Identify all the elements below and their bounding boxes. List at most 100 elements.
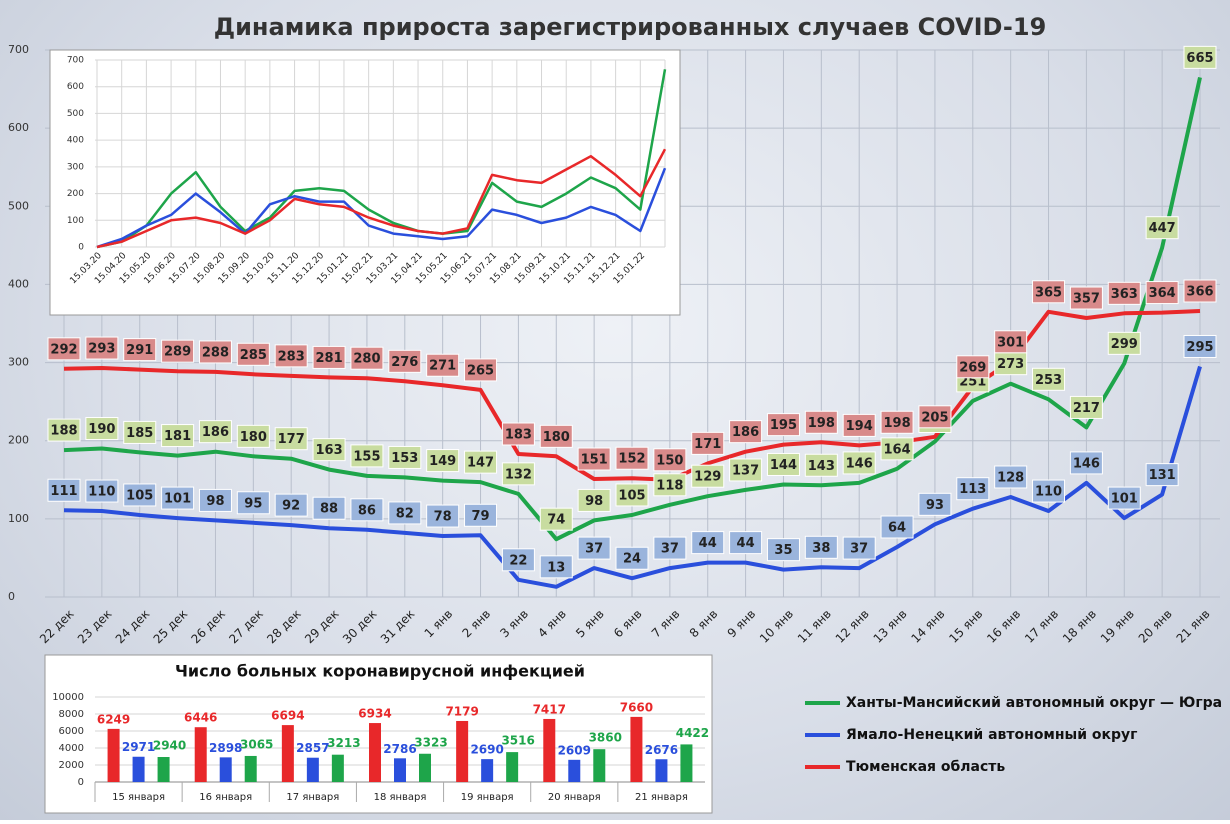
data-label: 185 [126, 426, 153, 441]
bar [419, 753, 431, 782]
data-label: 37 [850, 542, 868, 557]
bar [680, 744, 693, 782]
data-label: 6446 [184, 711, 217, 725]
bar [456, 720, 469, 782]
data-label-box [198, 340, 232, 364]
data-label-box [85, 417, 119, 441]
bar [568, 759, 581, 782]
data-label-box [994, 465, 1028, 489]
data-label: 92 [282, 499, 300, 514]
x-tick-label: 3 янв [497, 607, 531, 641]
bar [630, 716, 643, 782]
data-label-box [350, 444, 384, 468]
data-label: 190 [88, 422, 115, 437]
y-tick-label: 400 [67, 136, 84, 146]
data-label: 143 [808, 459, 835, 474]
data-label: 2609 [558, 743, 591, 757]
data-label-box [804, 410, 838, 434]
data-label: 155 [353, 449, 380, 464]
data-label: 6694 [271, 709, 304, 723]
data-label: 301 [997, 335, 1024, 350]
bar [194, 727, 207, 782]
data-label: 132 [505, 467, 532, 482]
data-label: 183 [505, 427, 532, 442]
data-label-box [198, 420, 232, 444]
data-label: 146 [846, 456, 873, 471]
data-label-box [1183, 279, 1217, 303]
data-label-box [236, 491, 270, 515]
data-label: 144 [770, 458, 797, 473]
data-label: 105 [126, 488, 153, 503]
x-tick-label: 18 января [374, 792, 427, 803]
y-tick-label: 200 [8, 434, 29, 447]
data-label: 152 [618, 452, 645, 467]
data-label: 194 [846, 419, 873, 434]
data-label: 357 [1073, 292, 1100, 307]
data-label: 4422 [676, 726, 709, 740]
x-tick-label: 8 янв [687, 607, 721, 641]
x-tick-label: 11 янв [795, 607, 834, 646]
data-label-box [236, 424, 270, 448]
bar [219, 757, 232, 782]
data-label-box [1032, 280, 1066, 304]
x-tick-label: 22 дек [37, 607, 77, 647]
series-line [96, 148, 667, 249]
data-label-box [1032, 367, 1066, 391]
data-label-box [880, 437, 914, 461]
series-line [63, 76, 1202, 542]
data-label: 95 [244, 496, 262, 511]
data-label-box [388, 445, 422, 469]
data-label-box [691, 464, 725, 488]
data-label-box [274, 427, 308, 451]
x-tick-label: 24 дек [113, 607, 153, 647]
data-label-box [1145, 281, 1179, 305]
data-label: 22 [509, 553, 527, 568]
data-label-box [615, 546, 649, 570]
data-label: 164 [883, 442, 910, 457]
data-label: 2676 [645, 743, 678, 757]
data-label: 3065 [240, 737, 273, 751]
data-label-box [691, 431, 725, 455]
data-label: 3860 [589, 731, 622, 745]
data-label-box [577, 447, 611, 471]
data-label: 291 [126, 343, 153, 358]
data-label-box [918, 492, 952, 516]
data-label-box [501, 548, 535, 572]
x-tick-label: 17 янв [1022, 607, 1061, 646]
data-label: 217 [1073, 401, 1100, 416]
data-label: 24 [623, 552, 641, 567]
data-label-box [1032, 479, 1066, 503]
data-label: 447 [1149, 221, 1176, 236]
x-tick-label: 27 дек [226, 607, 266, 647]
data-label: 299 [1111, 337, 1138, 352]
data-label: 365 [1035, 285, 1062, 300]
data-label: 129 [694, 470, 721, 485]
data-label-box [956, 477, 990, 501]
x-tick-label: 21 янв [1174, 607, 1213, 646]
x-tick-label: 1 янв [422, 607, 456, 641]
data-label: 186 [202, 425, 229, 440]
data-label-box [85, 336, 119, 360]
data-label-box [653, 448, 687, 472]
data-label: 128 [997, 470, 1024, 485]
data-label: 7660 [620, 700, 653, 714]
y-tick-label: 10000 [52, 692, 84, 703]
data-label-box [804, 453, 838, 477]
x-tick-label: 31 дек [378, 607, 418, 647]
data-label-box [729, 420, 763, 444]
data-label: 88 [320, 502, 338, 517]
data-label-box [1145, 463, 1179, 487]
data-label: 7179 [445, 704, 478, 718]
data-label-box [539, 507, 573, 531]
data-label-box [236, 342, 270, 366]
data-label: 2857 [296, 741, 329, 755]
data-label: 150 [656, 453, 683, 468]
y-tick-label: 0 [8, 590, 15, 603]
x-tick-label: 5 янв [573, 607, 607, 641]
bar [543, 718, 556, 782]
data-label: 265 [467, 363, 494, 378]
data-label-box [539, 555, 573, 579]
data-label-box [539, 424, 573, 448]
